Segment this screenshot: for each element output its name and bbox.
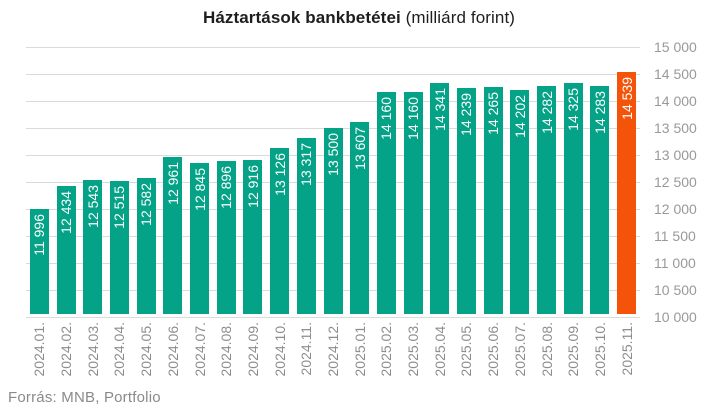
x-tick-label: 2024.09. bbox=[244, 322, 261, 377]
x-tick-label: 2025.06. bbox=[485, 322, 502, 377]
bar-value-label: 12 582 bbox=[138, 182, 155, 226]
bar: 11 996 bbox=[29, 209, 49, 317]
bar: 14 202 bbox=[510, 90, 530, 317]
bar-value-label: 11 996 bbox=[31, 214, 48, 256]
x-tick-label: 2025.04. bbox=[431, 322, 448, 377]
bar-value-label: 12 543 bbox=[84, 184, 101, 228]
bar: 14 539 bbox=[617, 71, 637, 317]
bar-value-label: 14 341 bbox=[431, 87, 448, 131]
bar-value-label: 12 896 bbox=[218, 165, 235, 209]
bar-value-label: 13 126 bbox=[271, 153, 288, 197]
gridline bbox=[26, 47, 640, 48]
bar: 14 325 bbox=[563, 83, 583, 317]
bar-value-label: 12 515 bbox=[111, 186, 128, 230]
y-tick-label: 15 000 bbox=[654, 39, 697, 55]
bar: 12 434 bbox=[56, 185, 76, 317]
bar: 12 515 bbox=[109, 181, 129, 317]
x-tick-label: 2024.10. bbox=[271, 322, 288, 377]
bar-value-label: 12 961 bbox=[164, 162, 181, 205]
x-tick-label: 2025.08. bbox=[538, 322, 555, 377]
bar-value-label: 12 916 bbox=[244, 164, 261, 208]
bar: 13 317 bbox=[296, 137, 316, 317]
y-tick-label: 12 500 bbox=[654, 174, 697, 190]
gridline bbox=[26, 101, 640, 102]
bar-value-label: 14 239 bbox=[458, 93, 475, 136]
x-tick-label: 2025.03. bbox=[405, 322, 422, 377]
bar: 13 607 bbox=[350, 122, 370, 317]
y-tick-label: 11 500 bbox=[654, 228, 696, 244]
chart-title-main: Háztartások bankbetétei bbox=[202, 8, 401, 27]
bar-value-label: 13 500 bbox=[325, 133, 341, 176]
bar: 12 896 bbox=[216, 160, 236, 317]
bar: 14 160 bbox=[376, 92, 396, 317]
bar: 12 543 bbox=[83, 179, 103, 317]
y-tick-label: 12 000 bbox=[654, 201, 697, 217]
bar-value-label: 14 282 bbox=[538, 90, 555, 134]
x-tick-label: 2025.09. bbox=[565, 322, 582, 377]
x-tick-label: 2025.11. bbox=[618, 322, 635, 376]
plot-area: 11 996 12 434 12 543 12 515 12 582 12 961 12 8… bbox=[26, 47, 640, 318]
x-tick-label: 2024.06. bbox=[164, 322, 181, 377]
bar-value-label: 12 845 bbox=[191, 168, 208, 212]
y-tick-label: 13 000 bbox=[654, 147, 697, 163]
bar-value-label: 12 434 bbox=[58, 190, 75, 234]
bar: 14 341 bbox=[430, 82, 450, 317]
x-tick-label: 2024.03. bbox=[84, 322, 101, 377]
bar: 14 265 bbox=[483, 86, 503, 317]
x-tick-label: 2024.12. bbox=[325, 322, 341, 377]
x-tick-label: 2025.10. bbox=[591, 322, 608, 377]
x-tick-label: 2024.05. bbox=[138, 322, 155, 377]
bar-value-label: 14 325 bbox=[565, 88, 582, 132]
x-axis: 2024.01. 2024.02. 2024.03. 2024.04. 2024.05.… bbox=[26, 322, 640, 384]
bar: 14 283 bbox=[590, 85, 610, 317]
x-tick-label: 2024.07. bbox=[191, 322, 208, 377]
bar: 12 582 bbox=[136, 177, 156, 317]
gridline bbox=[26, 317, 640, 318]
gridline bbox=[26, 74, 640, 75]
x-tick-label: 2024.01. bbox=[31, 322, 48, 377]
x-tick-label: 2025.02. bbox=[378, 322, 395, 377]
x-tick-label: 2024.11. bbox=[298, 322, 315, 376]
chart-title: Háztartások bankbetétei (milliárd forint… bbox=[0, 8, 718, 28]
x-tick-label: 2025.07. bbox=[511, 322, 528, 377]
bar-value-label: 14 265 bbox=[485, 91, 502, 135]
chart-title-unit: (milliárd forint) bbox=[400, 8, 516, 27]
x-tick-label: 2024.04. bbox=[111, 322, 128, 377]
y-tick-label: 14 500 bbox=[654, 66, 697, 82]
y-tick-label: 10 500 bbox=[654, 282, 697, 298]
y-tick-label: 13 500 bbox=[654, 120, 697, 136]
y-tick-label: 10 000 bbox=[654, 309, 697, 325]
y-tick-label: 11 000 bbox=[654, 255, 696, 271]
y-tick-label: 14 000 bbox=[654, 93, 697, 109]
x-tick-label: 2024.02. bbox=[58, 322, 75, 377]
x-tick-label: 2025.05. bbox=[458, 322, 475, 377]
bar: 12 845 bbox=[190, 163, 210, 317]
bar-value-label: 14 202 bbox=[511, 95, 528, 138]
bar-value-label: 14 160 bbox=[405, 97, 422, 141]
bar-value-label: 13 317 bbox=[298, 142, 315, 186]
x-tick-label: 2025.01. bbox=[351, 322, 368, 377]
bar: 12 916 bbox=[243, 159, 263, 317]
bar: 14 282 bbox=[537, 85, 557, 317]
bar: 13 500 bbox=[323, 128, 343, 317]
bar-value-label: 14 160 bbox=[378, 97, 395, 141]
bar-value-label: 13 607 bbox=[351, 127, 368, 171]
bar-value-label: 14 283 bbox=[591, 90, 608, 134]
source-note: Forrás: MNB, Portfolio bbox=[8, 389, 161, 406]
bar: 13 126 bbox=[270, 148, 290, 317]
bar-value-label: 14 539 bbox=[618, 76, 635, 120]
x-tick-label: 2024.08. bbox=[218, 322, 235, 377]
bar: 12 961 bbox=[163, 157, 183, 317]
bar: 14 160 bbox=[403, 92, 423, 317]
bar: 14 239 bbox=[456, 88, 476, 317]
